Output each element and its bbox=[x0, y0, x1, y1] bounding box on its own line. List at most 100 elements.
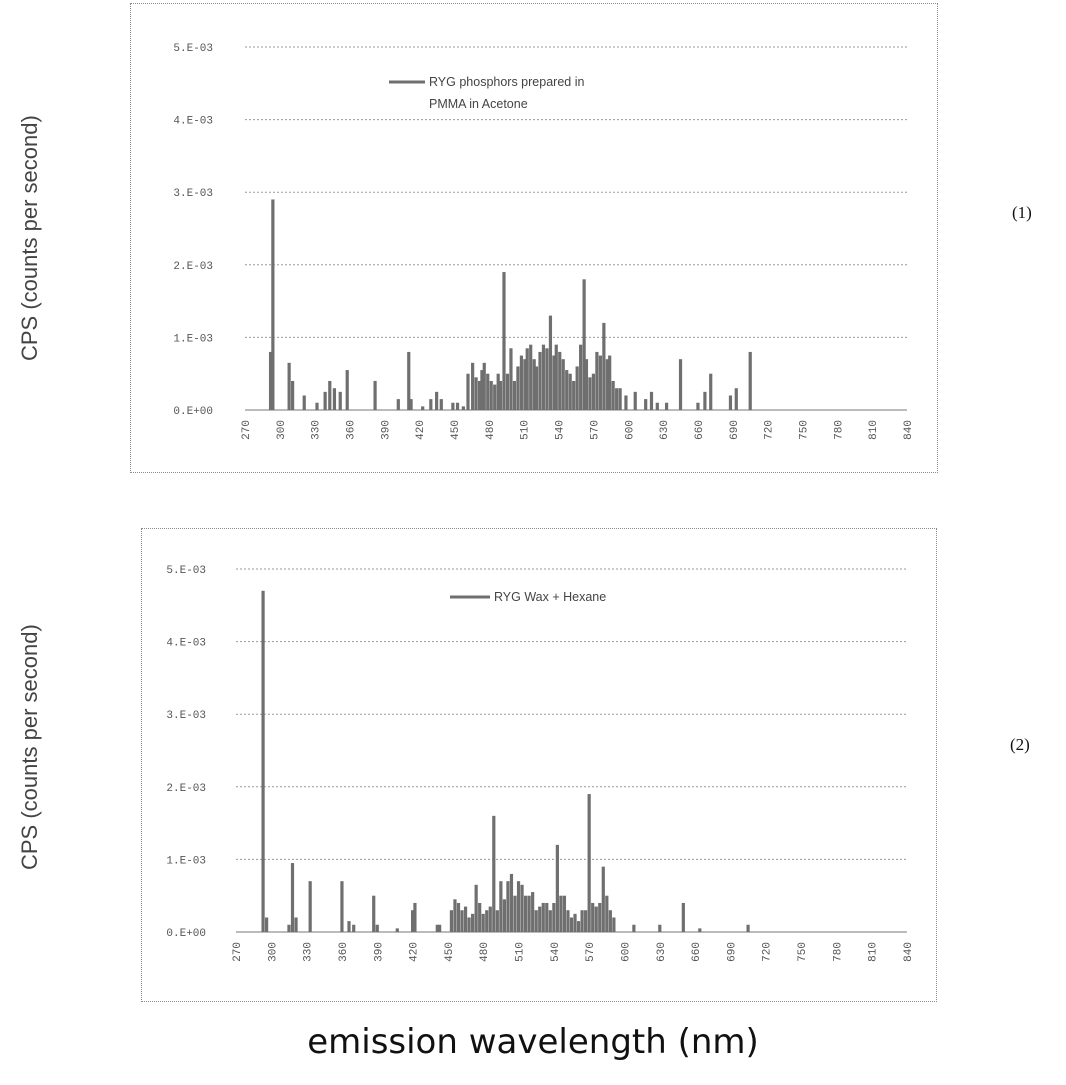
bar bbox=[594, 906, 598, 932]
bar bbox=[509, 873, 514, 932]
x-tick-label: 510 bbox=[520, 420, 532, 440]
bar bbox=[575, 366, 579, 410]
x-tick-label: 390 bbox=[373, 942, 385, 962]
bar bbox=[541, 344, 546, 410]
y-axis-label-1: CPS (counts per second) bbox=[17, 115, 42, 361]
y-tick-label: 1.E-03 bbox=[166, 855, 206, 867]
bar bbox=[302, 395, 306, 410]
bar bbox=[373, 380, 377, 410]
bar bbox=[413, 902, 417, 932]
bar bbox=[294, 917, 298, 932]
x-tick-label: 420 bbox=[409, 942, 421, 962]
bar bbox=[605, 359, 609, 410]
bar bbox=[502, 272, 506, 410]
y-tick-label: 2.E-03 bbox=[166, 783, 206, 795]
bar bbox=[554, 344, 558, 410]
chart-panel-2: 0.E+00 1.E-03 2.E-03 3.E-03 4.E-03 5.E-03 270 3… bbox=[141, 528, 937, 1002]
bar bbox=[345, 370, 349, 410]
bar bbox=[579, 344, 583, 410]
bar bbox=[471, 913, 475, 932]
x-tick-label: 540 bbox=[550, 942, 562, 962]
bar bbox=[463, 906, 468, 932]
bar bbox=[562, 895, 567, 932]
bar bbox=[658, 924, 662, 932]
x-tick-label: 270 bbox=[241, 420, 253, 440]
bar bbox=[480, 370, 484, 410]
bar bbox=[498, 380, 503, 410]
bar bbox=[576, 921, 581, 932]
x-tick-label: 540 bbox=[555, 420, 567, 440]
bar bbox=[531, 892, 535, 932]
bar bbox=[486, 373, 490, 410]
x-tick-label: 660 bbox=[691, 942, 703, 962]
bar bbox=[271, 199, 275, 410]
bar bbox=[591, 373, 596, 410]
x-tick-label: 630 bbox=[656, 942, 668, 962]
x-tick-label: 450 bbox=[444, 942, 456, 962]
bar bbox=[466, 373, 470, 410]
bar bbox=[439, 399, 443, 410]
bar bbox=[565, 370, 569, 410]
bar bbox=[268, 351, 273, 410]
x-tick-label: 360 bbox=[338, 942, 350, 962]
bar bbox=[505, 373, 510, 410]
bar bbox=[545, 348, 549, 410]
bar bbox=[315, 402, 319, 410]
panel-number-2: (2) bbox=[1010, 735, 1030, 754]
bar bbox=[633, 391, 637, 410]
x-axis-title: emission wavelength (nm) bbox=[307, 1022, 759, 1062]
bar bbox=[555, 844, 559, 932]
bar bbox=[287, 362, 291, 410]
bar bbox=[509, 348, 513, 410]
bar bbox=[588, 377, 592, 410]
bar bbox=[519, 355, 524, 410]
bar bbox=[516, 881, 521, 932]
bar bbox=[451, 402, 455, 410]
bar bbox=[598, 355, 602, 410]
x-tick-label: 570 bbox=[589, 420, 601, 440]
x-tick-label: 720 bbox=[762, 942, 774, 962]
bar bbox=[649, 391, 654, 410]
y-tick-label: 5.E-03 bbox=[173, 43, 213, 55]
bar bbox=[545, 902, 549, 932]
bar bbox=[438, 924, 442, 932]
bar bbox=[552, 355, 556, 410]
x-tick-label: 570 bbox=[585, 942, 597, 962]
bar bbox=[512, 380, 517, 410]
bar bbox=[561, 359, 565, 410]
y-tick-label: 3.E-03 bbox=[166, 710, 206, 722]
legend-label: PMMA in Acetone bbox=[429, 97, 528, 111]
bar bbox=[525, 348, 529, 410]
chart-svg-1: 0.E+00 1.E-03 2.E-03 3.E-03 4.E-03 5.E-03 270 3… bbox=[173, 43, 915, 440]
bar bbox=[632, 924, 636, 932]
x-tick-label: 510 bbox=[515, 942, 527, 962]
bar bbox=[502, 899, 506, 932]
bar bbox=[566, 910, 570, 932]
bar bbox=[467, 917, 471, 932]
x-tick-label: 810 bbox=[868, 942, 880, 962]
bar bbox=[624, 395, 628, 410]
bar bbox=[489, 380, 493, 410]
x-tick-label: 330 bbox=[303, 942, 315, 962]
bar bbox=[338, 391, 342, 410]
bar bbox=[612, 917, 616, 932]
bar bbox=[746, 924, 750, 932]
x-tick-label: 720 bbox=[764, 420, 776, 440]
x-tick-label: 270 bbox=[232, 942, 244, 962]
bar bbox=[435, 924, 439, 932]
bar bbox=[328, 380, 332, 410]
bar bbox=[265, 917, 269, 932]
bar bbox=[734, 388, 738, 410]
bar bbox=[523, 359, 527, 410]
chart-svg-2: 0.E+00 1.E-03 2.E-03 3.E-03 4.E-03 5.E-03 270 3… bbox=[166, 565, 915, 962]
bar bbox=[481, 913, 485, 932]
y-tick-label: 1.E-03 bbox=[173, 333, 213, 345]
bar bbox=[664, 402, 669, 410]
bar bbox=[407, 351, 411, 410]
bar bbox=[602, 322, 606, 410]
bar bbox=[456, 902, 461, 932]
bar bbox=[290, 863, 295, 932]
bar bbox=[474, 884, 478, 932]
bar bbox=[323, 391, 327, 410]
bar bbox=[435, 391, 439, 410]
